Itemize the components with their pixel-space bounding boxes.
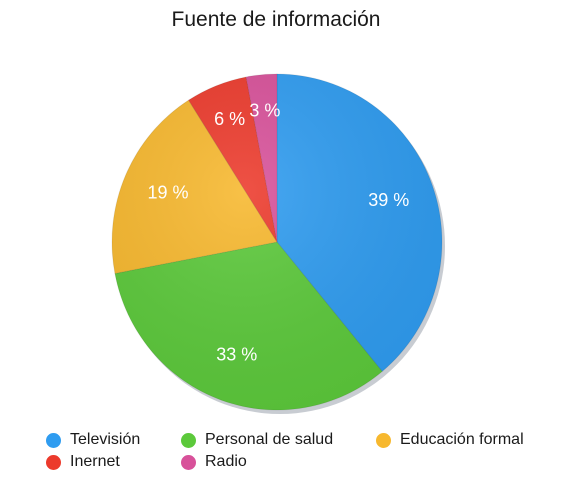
- slice-labels: 39 % 33 % 19 % 6 % 3 %: [147, 100, 409, 364]
- legend-swatch-inernet: [46, 454, 61, 470]
- legend-item-educacion-formal: Educación formal: [376, 431, 524, 449]
- slice-label-inernet: 6 %: [214, 109, 245, 129]
- legend-swatch-personal-de-salud: [181, 432, 196, 448]
- legend-item-inernet: Inernet: [46, 453, 120, 471]
- pie-gloss: [112, 74, 442, 410]
- pie-slices: [111, 73, 445, 414]
- slice-label-personal-de-salud: 33 %: [216, 345, 257, 365]
- legend-label-television: Televisión: [70, 431, 141, 448]
- legend-item-personal-de-salud: Personal de salud: [181, 431, 333, 449]
- legend-label-educacion-formal: Educación formal: [400, 431, 524, 448]
- slice-label-radio: 3 %: [249, 100, 280, 120]
- legend-item-radio: Radio: [181, 453, 247, 471]
- slice-label-educacion-formal: 19 %: [147, 183, 188, 203]
- legend-label-inernet: Inernet: [70, 453, 120, 470]
- legend-item-television: Televisión: [46, 431, 140, 449]
- legend-swatch-radio: [181, 454, 196, 470]
- legend-swatch-television: [46, 432, 61, 448]
- legend-swatch-educacion-formal: [376, 432, 391, 448]
- legend-label-personal-de-salud: Personal de salud: [205, 431, 334, 448]
- slice-label-television: 39 %: [368, 190, 409, 210]
- chart-title: Fuente de información: [171, 8, 381, 31]
- legend-label-radio: Radio: [205, 453, 247, 470]
